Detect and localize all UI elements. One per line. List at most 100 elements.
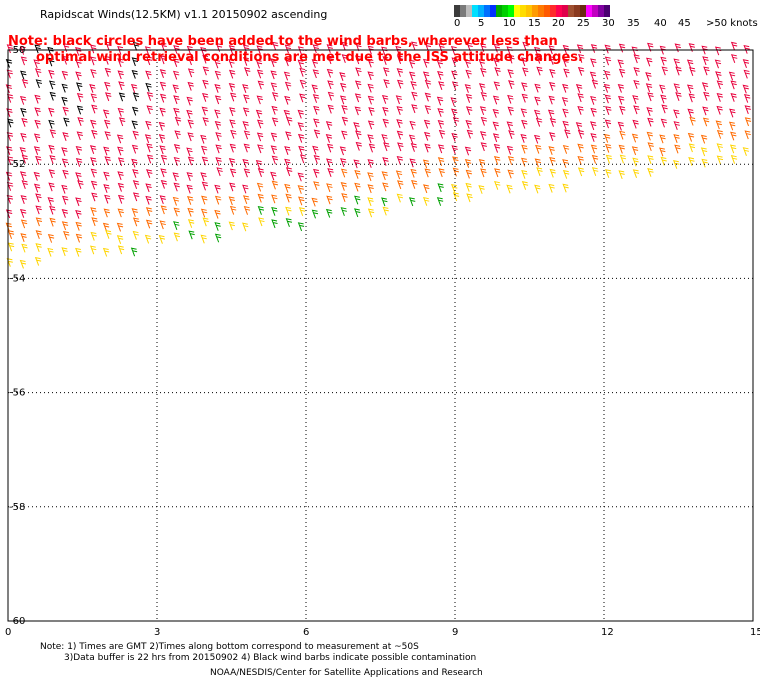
- wind-barb: [674, 43, 681, 53]
- wind-barb: [422, 197, 430, 206]
- wind-barb: [493, 156, 501, 165]
- wind-barb: [63, 117, 70, 127]
- wind-barb: [173, 232, 181, 242]
- wind-barb: [174, 116, 182, 126]
- wind-barb: [549, 56, 556, 65]
- wind-barb: [188, 230, 195, 240]
- wind-barb: [618, 43, 626, 53]
- wind-barb: [313, 129, 321, 139]
- wind-barb: [493, 143, 501, 153]
- wind-barb: [633, 67, 640, 77]
- wind-barb: [35, 155, 42, 165]
- wind-barb: [520, 108, 528, 118]
- wind-barb: [339, 95, 347, 105]
- wind-barb: [354, 80, 362, 90]
- wind-barb: [326, 143, 334, 153]
- wind-barb: [33, 133, 41, 143]
- wind-barb: [313, 155, 320, 164]
- wind-barb: [35, 193, 42, 203]
- wind-barb: [577, 93, 584, 103]
- wind-barb: [49, 129, 57, 139]
- wind-barb: [75, 209, 82, 219]
- wind-barb: [562, 159, 569, 168]
- wind-barb: [258, 217, 265, 227]
- wind-barb: [660, 156, 667, 166]
- wind-barb: [160, 55, 167, 65]
- wind-barb: [130, 84, 138, 93]
- wind-barb: [619, 154, 627, 164]
- wind-barb: [61, 147, 68, 157]
- wind-barb: [562, 108, 569, 118]
- wind-barb: [270, 58, 277, 68]
- wind-barb: [396, 130, 404, 140]
- wind-barb: [381, 197, 388, 207]
- wind-barb: [228, 82, 236, 92]
- wind-barb: [77, 180, 84, 190]
- wind-barb: [743, 69, 750, 79]
- wind-barb: [7, 230, 15, 239]
- wind-barb: [673, 58, 680, 68]
- wind-barb: [562, 83, 569, 93]
- wind-barb: [410, 143, 418, 152]
- wind-barb: [131, 208, 138, 218]
- wind-barb: [729, 144, 737, 154]
- wind-barb: [312, 69, 320, 79]
- wind-barb: [215, 144, 222, 154]
- legend-label: 0: [454, 18, 461, 29]
- wind-barb: [396, 155, 404, 165]
- wind-barb: [605, 154, 613, 164]
- wind-barb: [521, 57, 528, 67]
- wind-barb: [451, 183, 458, 193]
- legend-swatch: [598, 5, 604, 17]
- wind-barb: [299, 67, 306, 77]
- wind-barb: [645, 83, 653, 93]
- wind-barb: [575, 122, 583, 131]
- wind-barb: [214, 120, 222, 130]
- wind-barb: [355, 42, 362, 52]
- wind-barb: [284, 158, 291, 168]
- wind-barb: [117, 182, 125, 192]
- wind-barb: [34, 107, 41, 117]
- wind-barb: [270, 132, 278, 142]
- wind-barb: [146, 143, 153, 153]
- wind-barb: [202, 217, 209, 227]
- wind-barb: [90, 69, 97, 78]
- wind-barb: [202, 79, 209, 89]
- wind-barb: [103, 146, 110, 156]
- wind-barb: [19, 171, 27, 181]
- wind-barb: [243, 56, 250, 66]
- wind-barb: [242, 222, 249, 232]
- wind-barb: [506, 145, 514, 155]
- credit-line: NOAA/NESDIS/Center for Satellite Applica…: [210, 668, 483, 678]
- wind-barb: [201, 181, 209, 191]
- wind-barb: [215, 157, 222, 166]
- wind-barb: [450, 97, 457, 107]
- wind-barb: [61, 209, 69, 218]
- legend-swatch: [562, 5, 568, 17]
- wind-barb: [257, 205, 265, 215]
- wind-barb: [62, 106, 69, 116]
- wind-barb: [354, 169, 361, 179]
- wind-barb: [533, 109, 541, 119]
- wind-barb: [396, 55, 404, 64]
- wind-barb: [242, 107, 250, 117]
- wind-barb: [48, 119, 55, 129]
- wind-barb: [368, 143, 376, 153]
- x-tick-label: 6: [303, 627, 309, 638]
- wind-barb: [728, 121, 736, 131]
- wind-barb: [242, 158, 249, 168]
- wind-barb: [297, 109, 304, 119]
- legend-swatch: [490, 5, 496, 17]
- wind-barb: [173, 45, 180, 54]
- legend-swatch: [496, 5, 502, 17]
- wind-barb: [90, 207, 97, 217]
- wind-barb: [132, 217, 140, 227]
- wind-barb: [132, 92, 140, 102]
- wind-barb: [104, 194, 111, 204]
- wind-barb: [591, 79, 599, 89]
- wind-barb: [340, 182, 347, 191]
- wind-barb: [730, 131, 737, 141]
- wind-barb: [396, 193, 404, 203]
- wind-barb: [689, 67, 696, 76]
- legend-label: 35: [627, 18, 640, 29]
